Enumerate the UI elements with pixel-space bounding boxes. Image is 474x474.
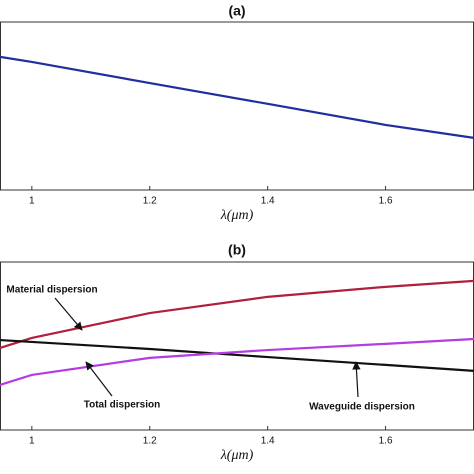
annotation: Total dispersion — [84, 400, 161, 411]
data-line — [0, 338, 474, 372]
chart-title: (a) — [228, 3, 245, 19]
x-axis-label: λ(μm) — [220, 208, 254, 223]
x-axis-label: λ(μm) — [220, 448, 254, 463]
x-tick-label: 1 — [29, 436, 35, 447]
x-tick-label: 1.6 — [379, 436, 393, 447]
annotation-arrow — [85, 361, 113, 397]
x-tick-label: 1.2 — [143, 196, 157, 207]
annotation-arrow — [352, 361, 361, 398]
chart-title: (b) — [228, 242, 246, 258]
plot-frame — [0, 21, 474, 191]
annotation: Waveguide dispersion — [309, 402, 415, 413]
x-tick-label: 1.6 — [379, 196, 393, 207]
x-tick-label: 1.4 — [261, 196, 275, 207]
annotation: Material dispersion — [6, 285, 97, 296]
x-tick-label: 1.4 — [261, 436, 275, 447]
data-line — [0, 337, 474, 386]
data-line — [0, 279, 474, 349]
annotation-arrow — [54, 297, 83, 331]
x-tick-label: 1 — [29, 196, 35, 207]
data-line — [0, 55, 474, 139]
x-tick-label: 1.2 — [143, 436, 157, 447]
